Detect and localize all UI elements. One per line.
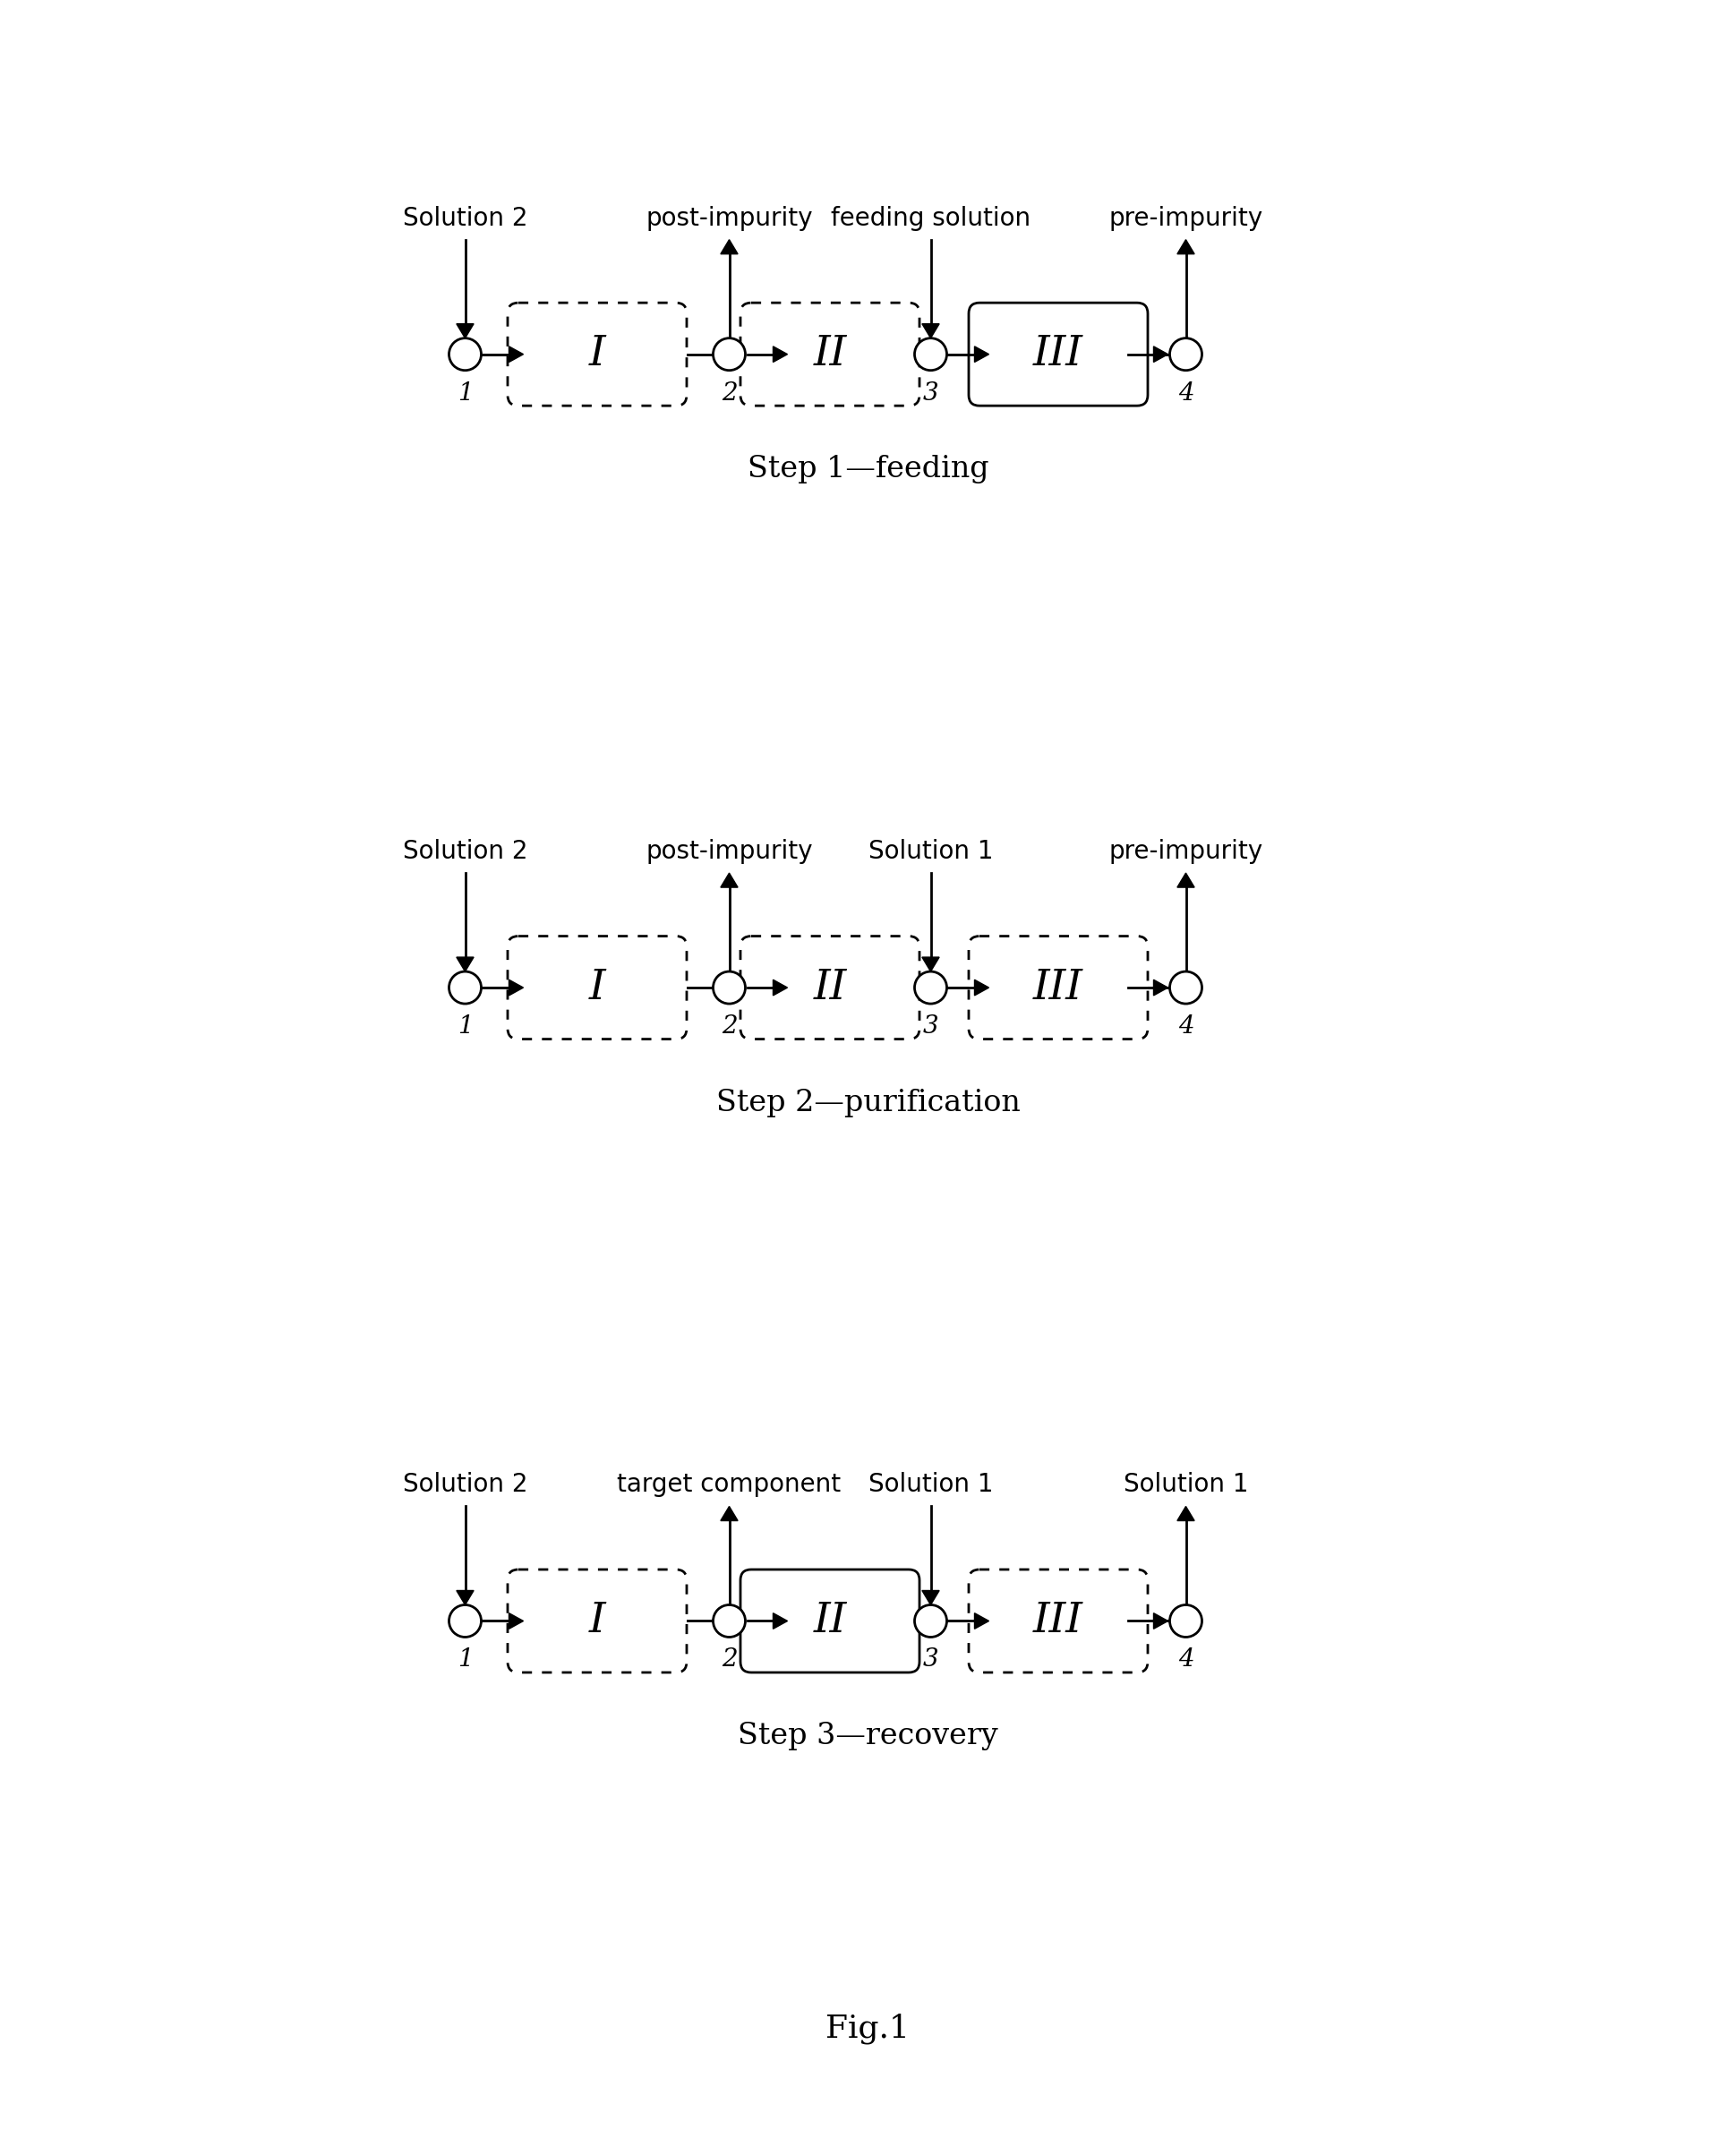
Text: post-impurity: post-impurity bbox=[646, 839, 812, 863]
Polygon shape bbox=[509, 1612, 523, 1630]
FancyBboxPatch shape bbox=[507, 1569, 687, 1673]
Text: II: II bbox=[812, 335, 847, 374]
Text: I: I bbox=[589, 1602, 606, 1640]
FancyBboxPatch shape bbox=[741, 936, 920, 1039]
Polygon shape bbox=[922, 958, 939, 970]
Text: Solution 2: Solution 2 bbox=[403, 1473, 528, 1496]
Text: II: II bbox=[812, 1602, 847, 1640]
Text: III: III bbox=[1033, 335, 1083, 374]
Polygon shape bbox=[1154, 1612, 1168, 1630]
Polygon shape bbox=[720, 240, 738, 253]
Circle shape bbox=[450, 1604, 481, 1638]
Text: pre-impurity: pre-impurity bbox=[1109, 206, 1262, 230]
Text: post-impurity: post-impurity bbox=[646, 206, 812, 230]
Polygon shape bbox=[974, 346, 990, 363]
Polygon shape bbox=[1177, 874, 1194, 887]
FancyBboxPatch shape bbox=[741, 303, 920, 406]
Polygon shape bbox=[922, 1591, 939, 1604]
Text: Step 2—purification: Step 2—purification bbox=[715, 1089, 1021, 1116]
Polygon shape bbox=[974, 979, 990, 996]
Text: 1: 1 bbox=[457, 382, 472, 406]
Text: III: III bbox=[1033, 968, 1083, 1007]
Circle shape bbox=[915, 1604, 946, 1638]
Circle shape bbox=[713, 337, 745, 371]
Text: Solution 1: Solution 1 bbox=[868, 839, 993, 863]
Polygon shape bbox=[509, 979, 523, 996]
Polygon shape bbox=[457, 1591, 474, 1604]
Polygon shape bbox=[457, 324, 474, 337]
FancyBboxPatch shape bbox=[969, 303, 1147, 406]
Text: 3: 3 bbox=[924, 1016, 939, 1039]
FancyBboxPatch shape bbox=[741, 1569, 920, 1673]
Text: 4: 4 bbox=[1179, 382, 1194, 406]
Text: 3: 3 bbox=[924, 1649, 939, 1673]
Text: Solution 2: Solution 2 bbox=[403, 839, 528, 863]
Polygon shape bbox=[1177, 1507, 1194, 1520]
Polygon shape bbox=[1154, 979, 1168, 996]
FancyBboxPatch shape bbox=[969, 1569, 1147, 1673]
Polygon shape bbox=[1154, 346, 1168, 363]
Text: 3: 3 bbox=[924, 382, 939, 406]
Text: 1: 1 bbox=[457, 1649, 472, 1673]
Polygon shape bbox=[773, 1612, 788, 1630]
Text: Solution 1: Solution 1 bbox=[1123, 1473, 1248, 1496]
Text: feeding solution: feeding solution bbox=[832, 206, 1031, 230]
Polygon shape bbox=[720, 1507, 738, 1520]
Polygon shape bbox=[720, 874, 738, 887]
Polygon shape bbox=[922, 324, 939, 337]
Text: Step 3—recovery: Step 3—recovery bbox=[738, 1722, 998, 1750]
Text: II: II bbox=[812, 968, 847, 1007]
Text: pre-impurity: pre-impurity bbox=[1109, 839, 1262, 863]
Polygon shape bbox=[773, 979, 788, 996]
Text: Solution 2: Solution 2 bbox=[403, 206, 528, 230]
Circle shape bbox=[713, 970, 745, 1005]
Circle shape bbox=[915, 970, 946, 1005]
Polygon shape bbox=[509, 346, 523, 363]
Circle shape bbox=[450, 970, 481, 1005]
Text: I: I bbox=[589, 968, 606, 1007]
Text: 2: 2 bbox=[722, 1016, 738, 1039]
FancyBboxPatch shape bbox=[507, 303, 687, 406]
Text: 1: 1 bbox=[457, 1016, 472, 1039]
Text: target component: target component bbox=[618, 1473, 842, 1496]
Polygon shape bbox=[974, 1612, 990, 1630]
FancyBboxPatch shape bbox=[969, 936, 1147, 1039]
Circle shape bbox=[1170, 337, 1201, 371]
Circle shape bbox=[450, 337, 481, 371]
Circle shape bbox=[1170, 1604, 1201, 1638]
Text: Step 1—feeding: Step 1—feeding bbox=[746, 455, 990, 483]
Text: 4: 4 bbox=[1179, 1649, 1194, 1673]
Text: Solution 1: Solution 1 bbox=[868, 1473, 993, 1496]
Polygon shape bbox=[773, 346, 788, 363]
Text: 2: 2 bbox=[722, 1649, 738, 1673]
Circle shape bbox=[713, 1604, 745, 1638]
Text: 2: 2 bbox=[722, 382, 738, 406]
FancyBboxPatch shape bbox=[507, 936, 687, 1039]
Text: 4: 4 bbox=[1179, 1016, 1194, 1039]
Text: III: III bbox=[1033, 1602, 1083, 1640]
Text: I: I bbox=[589, 335, 606, 374]
Polygon shape bbox=[1177, 240, 1194, 253]
Text: Fig.1: Fig.1 bbox=[826, 2014, 910, 2044]
Polygon shape bbox=[457, 958, 474, 970]
Circle shape bbox=[915, 337, 946, 371]
Circle shape bbox=[1170, 970, 1201, 1005]
